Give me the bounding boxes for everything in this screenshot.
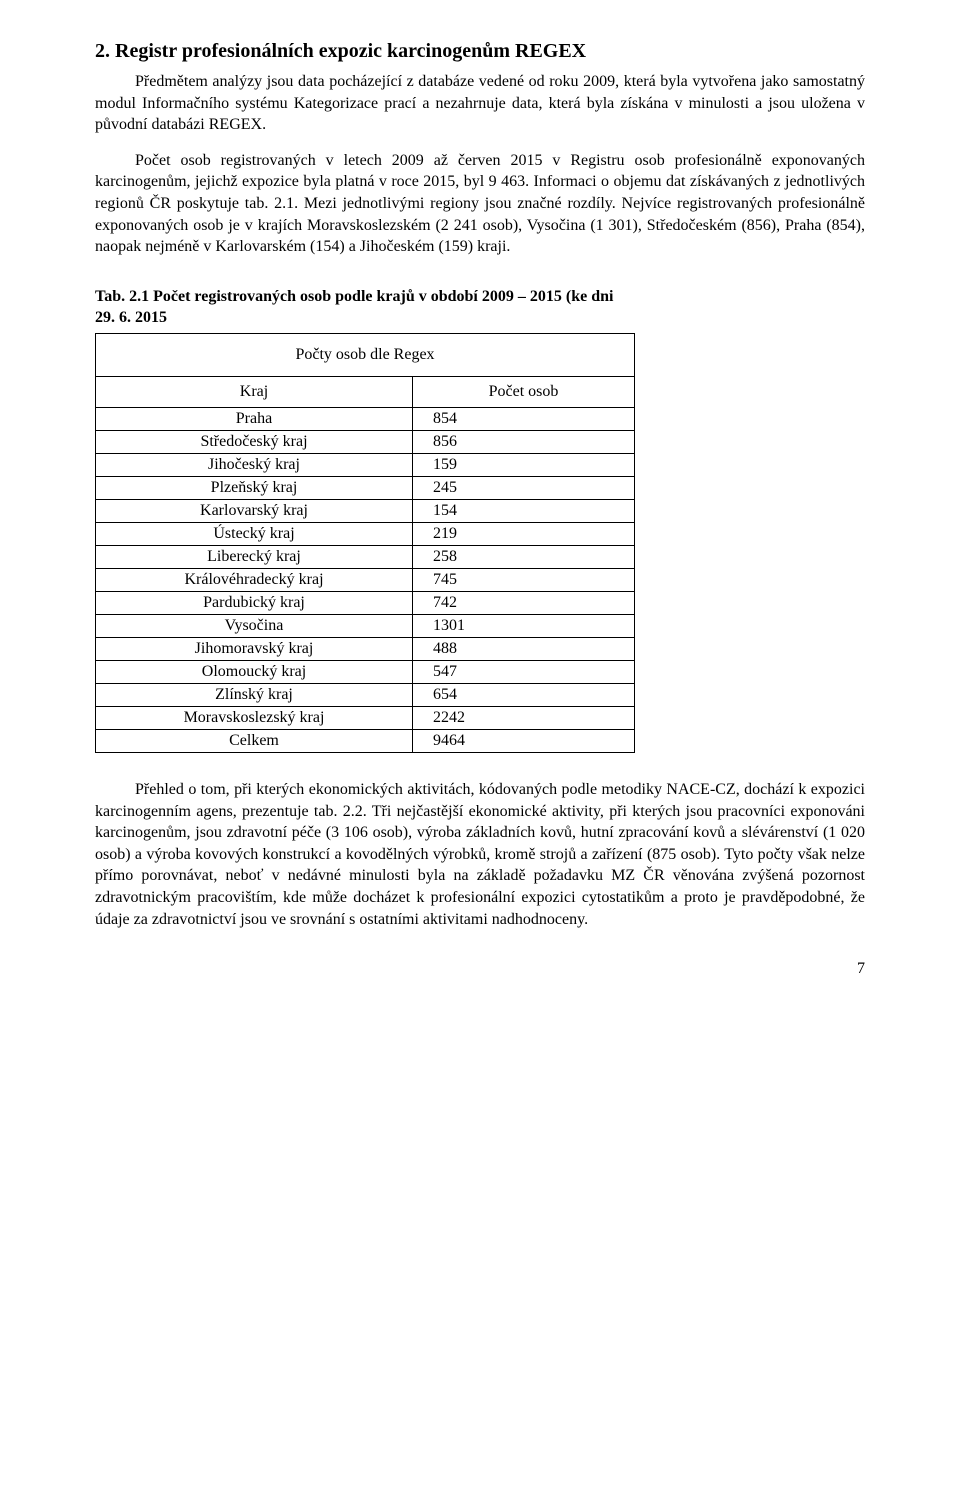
count-cell: 742	[413, 591, 635, 614]
count-cell: 1301	[413, 614, 635, 637]
region-cell: Karlovarský kraj	[96, 499, 413, 522]
table-header-count: Počet osob	[413, 376, 635, 407]
count-cell: 654	[413, 683, 635, 706]
count-cell: 154	[413, 499, 635, 522]
regions-table: Počty osob dle Regex Kraj Počet osob Pra…	[95, 333, 635, 753]
table-row: Vysočina1301	[96, 614, 635, 637]
count-cell: 854	[413, 407, 635, 430]
count-cell: 745	[413, 568, 635, 591]
count-cell: 219	[413, 522, 635, 545]
paragraph-2: Počet osob registrovaných v letech 2009 …	[95, 150, 865, 258]
table-title-row: Počty osob dle Regex	[96, 333, 635, 376]
table-row: Celkem9464	[96, 729, 635, 752]
page-number: 7	[95, 960, 865, 978]
count-cell: 488	[413, 637, 635, 660]
region-cell: Vysočina	[96, 614, 413, 637]
region-cell: Plzeňský kraj	[96, 476, 413, 499]
page-container: 2. Registr profesionálních expozic karci…	[0, 0, 960, 1008]
region-cell: Liberecký kraj	[96, 545, 413, 568]
region-cell: Praha	[96, 407, 413, 430]
region-cell: Moravskoslezský kraj	[96, 706, 413, 729]
count-cell: 2242	[413, 706, 635, 729]
table-header-region: Kraj	[96, 376, 413, 407]
table-caption-line2: 29. 6. 2015	[95, 309, 167, 326]
table-row: Pardubický kraj742	[96, 591, 635, 614]
table-row: Moravskoslezský kraj2242	[96, 706, 635, 729]
count-cell: 159	[413, 453, 635, 476]
table-header-row: Kraj Počet osob	[96, 376, 635, 407]
table-row: Jihomoravský kraj488	[96, 637, 635, 660]
region-cell: Olomoucký kraj	[96, 660, 413, 683]
section-heading: 2. Registr profesionálních expozic karci…	[95, 40, 865, 63]
count-cell: 9464	[413, 729, 635, 752]
table-caption: Tab. 2.1 Počet registrovaných osob podle…	[95, 286, 865, 329]
region-cell: Jihomoravský kraj	[96, 637, 413, 660]
table-row: Jihočeský kraj159	[96, 453, 635, 476]
count-cell: 856	[413, 430, 635, 453]
table-row: Praha854	[96, 407, 635, 430]
paragraph-3: Přehled o tom, při kterých ekonomických …	[95, 779, 865, 930]
count-cell: 258	[413, 545, 635, 568]
count-cell: 547	[413, 660, 635, 683]
region-cell: Královéhradecký kraj	[96, 568, 413, 591]
paragraph-1: Předmětem analýzy jsou data pocházející …	[95, 71, 865, 136]
region-cell: Jihočeský kraj	[96, 453, 413, 476]
table-row: Královéhradecký kraj745	[96, 568, 635, 591]
table-row: Středočeský kraj856	[96, 430, 635, 453]
region-cell: Středočeský kraj	[96, 430, 413, 453]
region-cell: Celkem	[96, 729, 413, 752]
table-row: Olomoucký kraj547	[96, 660, 635, 683]
table-row: Zlínský kraj654	[96, 683, 635, 706]
table-row: Plzeňský kraj245	[96, 476, 635, 499]
table-row: Liberecký kraj258	[96, 545, 635, 568]
table-title-cell: Počty osob dle Regex	[96, 333, 635, 376]
region-cell: Zlínský kraj	[96, 683, 413, 706]
table-row: Ústecký kraj219	[96, 522, 635, 545]
table-caption-line1: Tab. 2.1 Počet registrovaných osob podle…	[95, 288, 613, 305]
table-row: Karlovarský kraj154	[96, 499, 635, 522]
region-cell: Ústecký kraj	[96, 522, 413, 545]
count-cell: 245	[413, 476, 635, 499]
region-cell: Pardubický kraj	[96, 591, 413, 614]
